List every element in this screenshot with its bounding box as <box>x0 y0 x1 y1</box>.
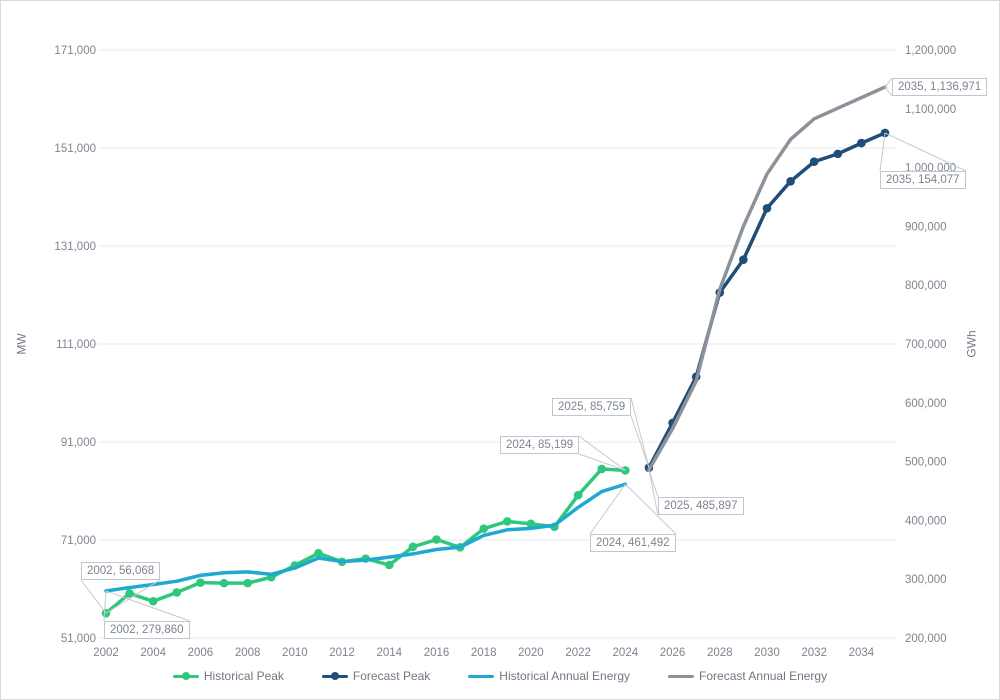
x-axis-tick: 2016 <box>424 647 450 659</box>
legend-label: Forecast Annual Energy <box>699 669 828 683</box>
series-marker-0 <box>125 589 134 598</box>
y-axis-tick-left: 51,000 <box>61 633 96 645</box>
x-axis-tick: 2018 <box>471 647 497 659</box>
x-axis-tick: 2002 <box>93 647 119 659</box>
series-marker-0 <box>219 578 229 588</box>
legend-label: Forecast Peak <box>352 669 431 683</box>
series-marker-0 <box>503 517 512 526</box>
series-marker-0 <box>479 524 488 534</box>
y-axis-tick-left: 131,000 <box>54 241 96 253</box>
y-axis-title-gwh: GWh <box>964 330 979 358</box>
x-axis-tick: 2006 <box>188 647 214 659</box>
legend-item: Forecast Annual Energy <box>668 669 827 683</box>
series-marker-0 <box>243 578 252 588</box>
series-marker-0 <box>172 588 182 597</box>
x-axis-tick: 2030 <box>754 647 780 659</box>
series-marker-0 <box>526 519 536 529</box>
callout-leader-line <box>578 453 626 471</box>
callout-leader-line <box>624 483 677 535</box>
series-line-3 <box>647 85 887 472</box>
y-axis-tick-right: 1,000,000 <box>905 163 956 175</box>
x-axis-tick: 2008 <box>235 647 261 659</box>
y-axis-tick-right: 300,000 <box>905 574 947 586</box>
y-axis-tick-right: 200,000 <box>905 633 947 645</box>
x-axis-tick: 2028 <box>707 647 733 659</box>
series-marker-0 <box>573 490 583 500</box>
y-axis-tick-right: 1,100,000 <box>905 104 956 116</box>
y-axis-tick-left: 151,000 <box>54 143 96 155</box>
series-marker-1 <box>786 177 795 186</box>
callout-leader-line <box>648 469 659 516</box>
x-axis-tick: 2004 <box>140 647 166 659</box>
callout-leader-line <box>630 397 650 468</box>
legend-marker-dot-icon <box>330 672 339 680</box>
legend-swatch-icon <box>468 674 495 678</box>
callout-leader-line <box>884 77 893 88</box>
series-marker-0 <box>384 560 394 570</box>
legend-swatch-icon <box>668 674 695 678</box>
legend-item: Forecast Peak <box>321 669 431 683</box>
x-axis-tick: 2024 <box>613 647 639 659</box>
legend-swatch-icon <box>172 672 199 680</box>
callout-leader-line <box>103 591 107 622</box>
y-axis-tick-right: 800,000 <box>905 280 947 292</box>
y-axis-tick-right: 700,000 <box>905 339 947 351</box>
callout-leader-line <box>884 86 893 97</box>
callout-leader-line <box>578 435 626 471</box>
callout-leader-line <box>589 483 626 535</box>
x-axis-tick: 2012 <box>329 647 355 659</box>
x-axis-tick: 2032 <box>801 647 827 659</box>
x-axis-tick: 2026 <box>660 647 686 659</box>
series-line-0 <box>104 467 628 615</box>
series-marker-1 <box>833 149 843 159</box>
series-marker-1 <box>809 157 819 167</box>
legend-swatch-icon <box>321 672 348 680</box>
series-marker-0 <box>314 548 323 558</box>
series-marker-0 <box>621 466 630 475</box>
series-marker-0 <box>148 596 158 606</box>
callout-leader-line <box>105 579 161 614</box>
series-marker-0 <box>408 542 418 552</box>
series-marker-1 <box>762 203 772 213</box>
series-marker-1 <box>857 138 866 148</box>
series-marker-0 <box>597 464 607 474</box>
x-axis-tick: 2010 <box>282 647 308 659</box>
x-axis-tick: 2014 <box>376 647 402 659</box>
series-marker-1 <box>739 255 748 265</box>
y-axis-tick-left: 71,000 <box>61 535 96 547</box>
y-axis-tick-right: 400,000 <box>905 515 947 527</box>
series-line-2 <box>104 482 628 593</box>
callout-leader-line <box>648 469 659 498</box>
callout-leader-line <box>80 579 107 614</box>
legend-item: Historical Annual Energy <box>468 669 630 683</box>
x-axis-tick: 2022 <box>565 647 591 659</box>
y-axis-tick-right: 1,200,000 <box>905 45 956 57</box>
callout-leader-line <box>630 415 650 468</box>
legend-item: Historical Peak <box>172 669 284 683</box>
y-axis-tick-left: 171,000 <box>54 45 96 57</box>
callout-leader-line <box>879 132 886 172</box>
chart-legend: Historical Peak Forecast Peak Historical A… <box>1 665 999 687</box>
callout-leader-line <box>884 132 967 172</box>
y-axis-title-mw: MW <box>14 333 29 355</box>
legend-label: Historical Annual Energy <box>499 669 631 683</box>
y-axis-tick-right: 500,000 <box>905 457 947 469</box>
y-axis-tick-right: 900,000 <box>905 221 947 233</box>
y-axis-tick-right: 600,000 <box>905 398 947 410</box>
callout-leader-line <box>105 590 191 622</box>
x-axis-tick: 2034 <box>849 647 875 659</box>
series-marker-0 <box>196 578 205 587</box>
series-line-1 <box>647 131 887 470</box>
series-marker-0 <box>432 535 441 544</box>
x-axis-tick: 2020 <box>518 647 544 659</box>
y-axis-tick-left: 91,000 <box>61 437 96 449</box>
legend-marker-dot-icon <box>181 672 190 680</box>
y-axis-tick-left: 111,000 <box>56 339 96 351</box>
legend-label: Historical Peak <box>203 669 284 683</box>
